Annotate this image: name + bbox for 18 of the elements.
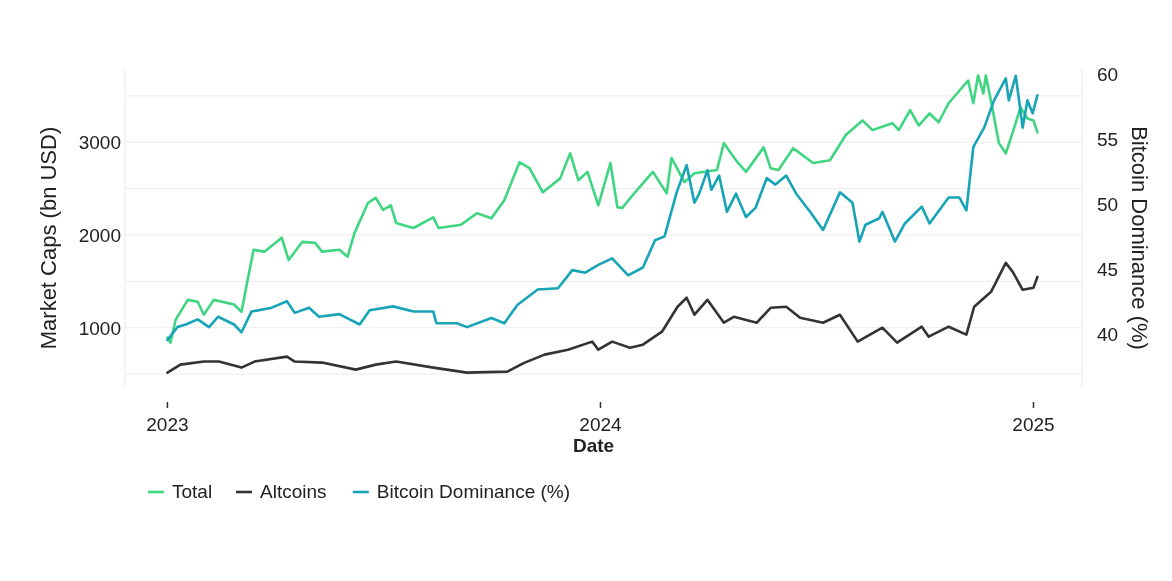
x-tick-label: 2023 bbox=[146, 414, 189, 435]
y-tick-label: 3000 bbox=[78, 132, 121, 154]
x-axis-title: Date bbox=[572, 435, 615, 456]
y2-tick-label: 55 bbox=[1097, 129, 1119, 151]
y-tick-label: 2000 bbox=[78, 224, 121, 246]
legend-label: Total bbox=[172, 481, 213, 502]
y2-axis-title: Bitcoin Dominance (%) bbox=[1127, 126, 1152, 350]
y-tick-label: 1000 bbox=[78, 317, 121, 339]
y2-tick-label: 45 bbox=[1097, 258, 1119, 280]
x-tick-label: 2025 bbox=[1012, 414, 1055, 435]
x-tick-label: 2024 bbox=[579, 414, 623, 435]
y2-tick-label: 50 bbox=[1097, 194, 1119, 216]
y2-tick-label: 60 bbox=[1097, 64, 1119, 86]
legend-label: Altcoins bbox=[260, 481, 327, 502]
y-axis-title: Market Caps (bn USD) bbox=[36, 126, 61, 350]
legend-label: Bitcoin Dominance (%) bbox=[376, 481, 571, 502]
line-series bbox=[166, 261, 1039, 374]
y2-tick-label: 40 bbox=[1097, 323, 1119, 345]
